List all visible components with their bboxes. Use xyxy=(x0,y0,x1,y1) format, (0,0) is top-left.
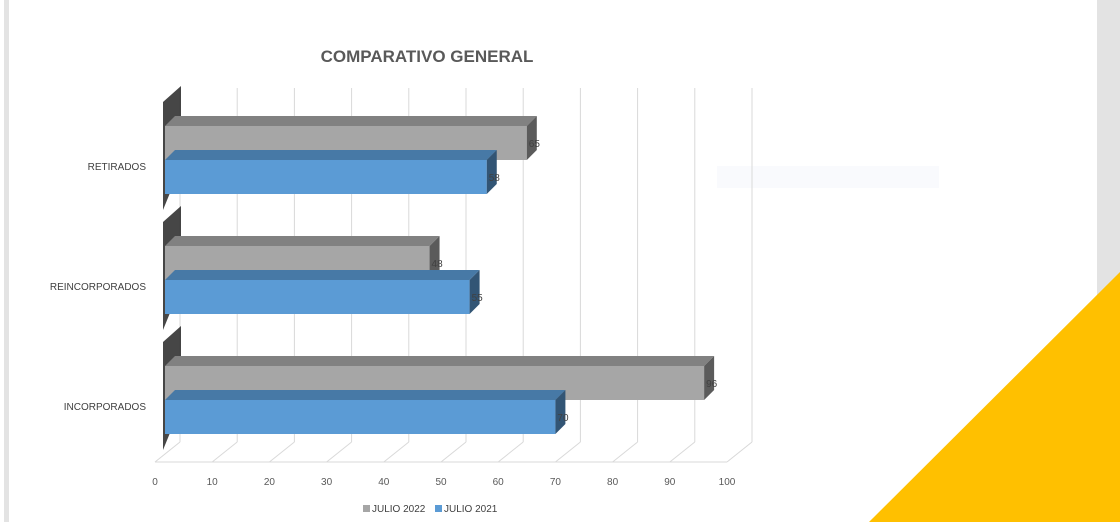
bar-side-face xyxy=(429,236,440,280)
legend-swatch xyxy=(435,505,442,512)
category-label: REINCORPORADOS xyxy=(50,282,146,293)
legend-entry: JULIO 2022 xyxy=(372,504,426,515)
data-label: 48 xyxy=(432,259,444,270)
bar-side-face xyxy=(704,356,715,400)
floor-gridline xyxy=(326,441,352,463)
chart-title: COMPARATIVO GENERAL xyxy=(321,47,534,66)
bar-top-face xyxy=(165,270,480,280)
left-border-rule xyxy=(4,0,9,522)
floor-gridline xyxy=(154,441,181,463)
data-label: 65 xyxy=(529,139,541,150)
x-tick-label: 60 xyxy=(493,477,505,488)
floor-gridline xyxy=(555,441,581,463)
side-panel xyxy=(1097,0,1120,300)
bar-side-face xyxy=(526,116,537,160)
x-tick-label: 30 xyxy=(321,477,333,488)
floor-gridline xyxy=(440,441,467,463)
bar-top-face xyxy=(165,390,566,400)
bar xyxy=(165,160,487,194)
floor-gridline xyxy=(669,441,696,463)
floor-gridline xyxy=(612,441,638,463)
x-tick-label: 0 xyxy=(152,477,158,488)
bar-side-face xyxy=(555,390,566,434)
bar-top-face xyxy=(165,356,715,366)
faded-textbox xyxy=(717,166,939,188)
x-tick-label: 40 xyxy=(378,477,390,488)
category-label: RETIRADOS xyxy=(88,162,147,173)
bar-side-face xyxy=(469,270,480,314)
data-label: 70 xyxy=(557,413,569,424)
bar-top-face xyxy=(165,150,497,160)
legend-entry: JULIO 2021 xyxy=(444,504,498,515)
x-tick-label: 100 xyxy=(719,477,736,488)
x-tick-label: 20 xyxy=(264,477,276,488)
accent-triangle xyxy=(869,272,1120,522)
data-label: 58 xyxy=(489,173,501,184)
floor-gridline xyxy=(269,441,295,463)
bar xyxy=(165,400,556,434)
floor-gridline xyxy=(726,441,753,463)
bar-side-face xyxy=(486,150,497,194)
bar xyxy=(165,280,470,314)
x-tick-label: 70 xyxy=(550,477,562,488)
category-label: INCORPORADOS xyxy=(64,402,147,413)
bar-top-face xyxy=(165,236,440,246)
floor-gridline xyxy=(211,441,238,463)
data-label: 55 xyxy=(472,293,484,304)
x-tick-label: 90 xyxy=(664,477,676,488)
x-tick-label: 50 xyxy=(435,477,447,488)
floor-gridline xyxy=(383,441,410,463)
floor-gridline xyxy=(497,441,524,463)
x-tick-label: 80 xyxy=(607,477,619,488)
legend-swatch xyxy=(363,505,370,512)
bar-top-face xyxy=(165,116,537,126)
data-label: 96 xyxy=(706,379,718,390)
x-tick-label: 10 xyxy=(207,477,219,488)
